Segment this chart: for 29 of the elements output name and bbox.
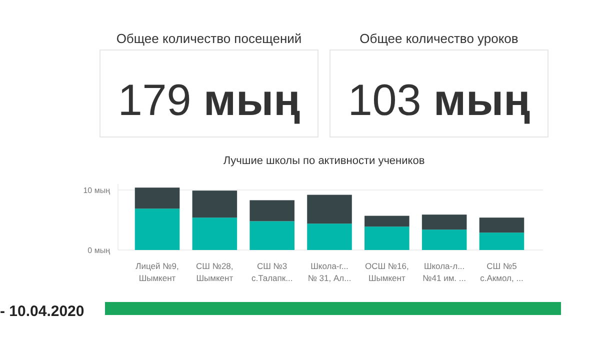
text: - 10.04.2020: [0, 303, 84, 320]
x-tick-label: СШ №5 с.Акмол, ...: [480, 261, 524, 283]
bar: [307, 224, 352, 250]
x-tick-label: Лицей №9, Шымкент: [136, 261, 179, 283]
bar: [422, 230, 467, 250]
chart-title: Лучшие школы по активности учеников: [223, 155, 425, 167]
x-tick-label: СШ №28, Шымкент: [196, 261, 234, 283]
bar: [250, 221, 294, 250]
x-tick-label: Школа-л... №41 им. ...: [422, 261, 466, 283]
x-tick-label: ОСШ №16, Шымкент: [364, 261, 409, 283]
x-tick-label: СШ №3 с.Талапк...: [251, 261, 293, 283]
bar: [422, 214, 467, 230]
bar: [192, 190, 238, 218]
text: Общее количество посещений: [116, 31, 302, 46]
bar: [134, 208, 180, 250]
x-tick-label: Школа-г... № 31, Ал...: [308, 261, 352, 283]
bar: [479, 232, 524, 250]
bar: [134, 188, 180, 209]
text: 103 мың: [348, 76, 531, 125]
bar: [192, 218, 238, 250]
bar: [250, 200, 294, 222]
text: 179 мың: [118, 76, 301, 125]
bar: [364, 216, 410, 227]
bar: [307, 194, 352, 224]
y-tick-label: 0 мың: [88, 246, 111, 255]
bar: [479, 218, 524, 233]
text: Общее количество уроков: [360, 31, 518, 46]
y-tick-label: 10 мың: [83, 186, 111, 195]
bar: [364, 226, 410, 250]
